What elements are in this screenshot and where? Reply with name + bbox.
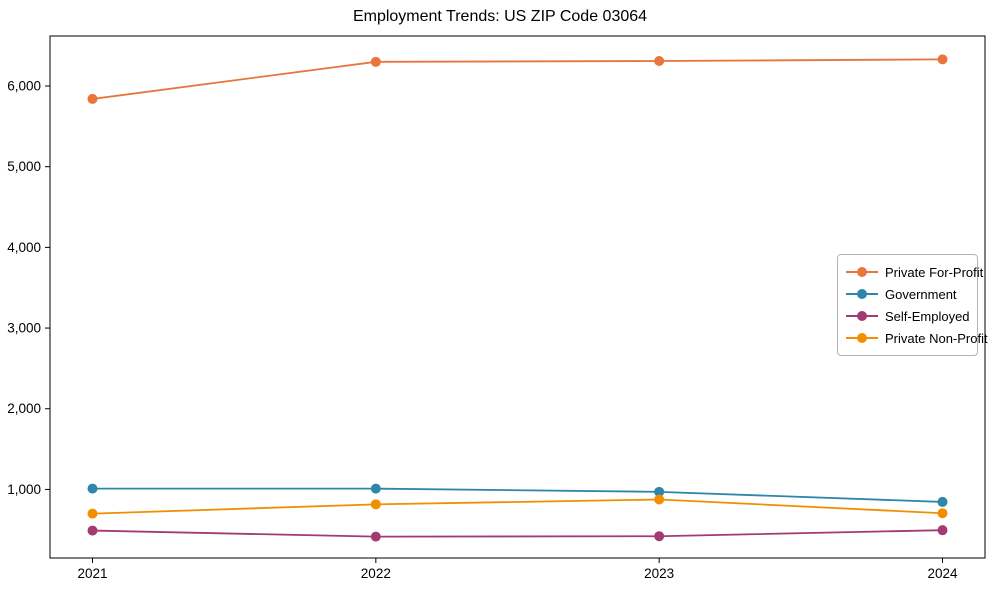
legend-item-self-employed: Self-Employed: [846, 305, 970, 327]
series-marker-government: [654, 486, 665, 497]
x-axis-tick-label: 2024: [927, 566, 958, 581]
legend-label: Private For-Profit: [885, 264, 984, 280]
series-marker-self-employed: [370, 531, 381, 542]
series-marker-private-for-profit: [937, 54, 948, 65]
series-marker-private-non-profit: [654, 494, 665, 505]
series-marker-self-employed: [654, 531, 665, 542]
series-marker-private-for-profit: [654, 56, 665, 67]
chart-title: Employment Trends: US ZIP Code 03064: [352, 8, 648, 25]
legend-marker-icon: [846, 310, 878, 322]
y-axis-tick-label: 6,000: [7, 79, 41, 94]
plot-frame: [49, 35, 986, 559]
series-marker-self-employed: [87, 525, 98, 536]
legend-marker-icon: [846, 288, 878, 300]
series-line-private-for-profit: [92, 58, 943, 100]
series-marker-private-non-profit: [937, 508, 948, 519]
legend-marker-icon: [846, 266, 878, 278]
x-axis-tick-label: 2022: [361, 566, 391, 581]
series-line-private-non-profit: [92, 498, 943, 515]
series-marker-private-non-profit: [370, 499, 381, 510]
legend-item-government: Government: [846, 283, 969, 305]
series-marker-government: [87, 483, 98, 494]
y-axis-tick-label: 1,000: [7, 482, 41, 497]
series-marker-private-for-profit: [87, 93, 98, 104]
legend-label: Private Non-Profit: [885, 330, 988, 346]
legend-item-private-for-profit: Private For-Profit: [846, 261, 983, 283]
legend-label: Government: [885, 286, 957, 302]
series-marker-government: [937, 496, 948, 507]
series-marker-private-non-profit: [87, 508, 98, 519]
legend-marker-icon: [846, 332, 878, 344]
series-line-self-employed: [92, 529, 943, 538]
series-marker-self-employed: [937, 525, 948, 536]
series-line-government: [92, 487, 943, 503]
series-marker-private-for-profit: [370, 56, 381, 67]
y-axis-tick-label: 4,000: [7, 240, 41, 255]
y-axis-tick-label: 5,000: [7, 159, 41, 174]
series-marker-government: [370, 483, 381, 494]
legend-label: Self-Employed: [885, 308, 970, 324]
chart-legend: Private For-Profit Government Self-Employe…: [837, 254, 988, 356]
x-axis-tick-label: 2023: [644, 566, 674, 581]
y-axis-tick-label: 2,000: [7, 401, 41, 416]
legend-item-private-non-profit: Private Non-Profit: [846, 327, 988, 349]
x-axis-tick-label: 2021: [77, 566, 107, 581]
y-axis-tick-label: 3,000: [7, 321, 41, 336]
